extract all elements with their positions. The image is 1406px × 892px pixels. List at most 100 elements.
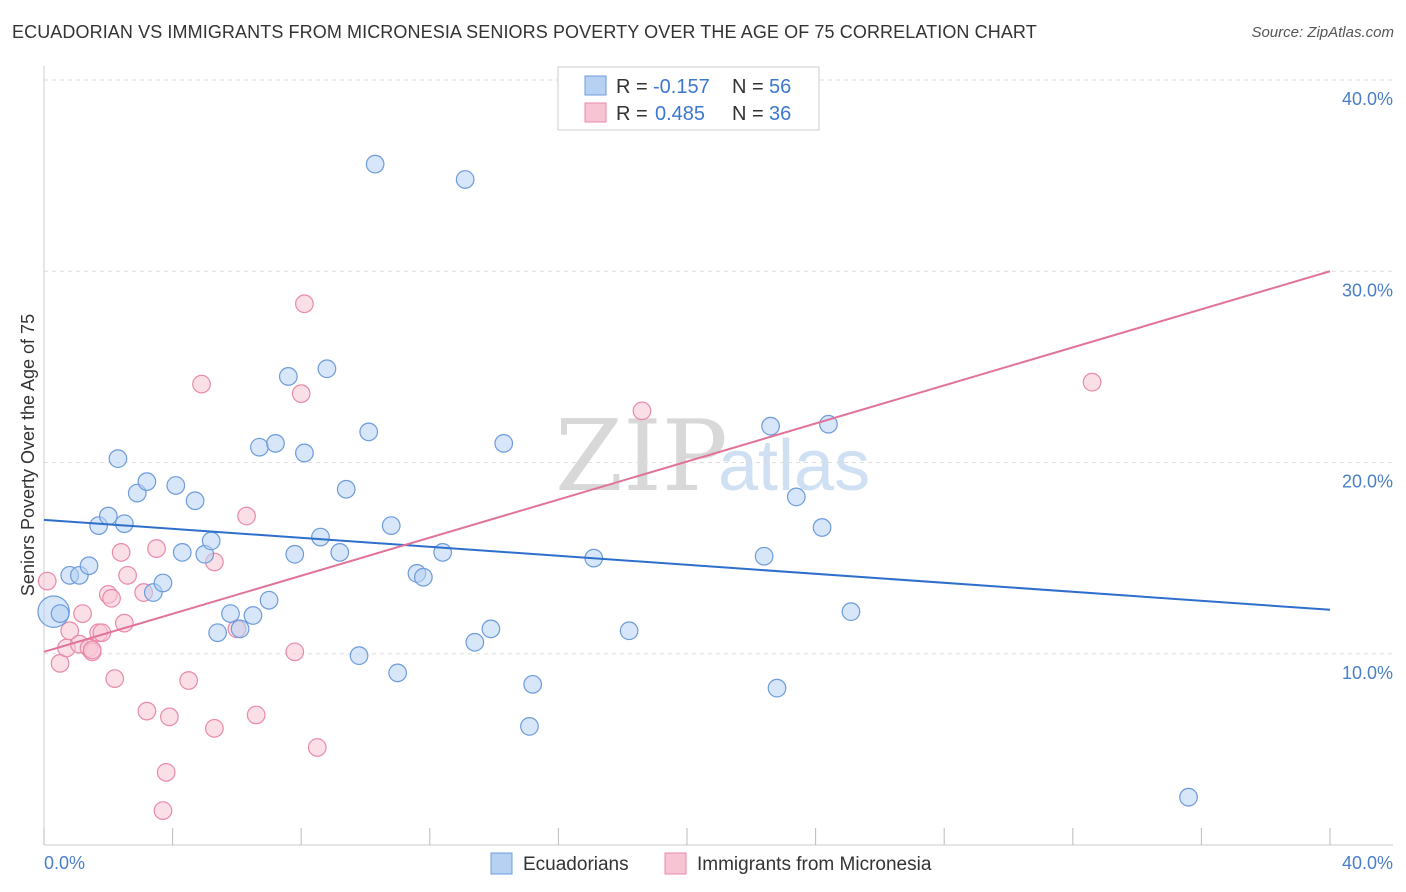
ecuadorian-point-32 xyxy=(349,646,369,666)
ecuadorian-point-1 xyxy=(50,604,70,623)
y-tick-label-1: 20.0% xyxy=(1342,472,1393,492)
ecuadorian-point-30 xyxy=(330,543,350,562)
ecuadorian-point-33 xyxy=(359,422,379,442)
y-tick-label-0: 10.0% xyxy=(1342,663,1393,683)
axes xyxy=(43,66,1393,846)
correlation-legend: R = -0.157 N = 56 R = 0.485 N = 36 xyxy=(557,66,820,131)
legend-n-value-1: 56 xyxy=(769,76,791,98)
ecuadorian-point-27 xyxy=(295,443,314,463)
trend-lines xyxy=(43,270,1331,653)
ecuadorian-point-20 xyxy=(230,619,250,639)
ecuadorian-point-51 xyxy=(786,487,806,507)
y-axis-tick-labels: 10.0% 20.0% 30.0% 40.0% xyxy=(1342,89,1393,683)
legend-n-label-2: N = xyxy=(732,103,764,125)
ecuadorian-point-4 xyxy=(79,556,99,576)
micronesia-point-15 xyxy=(118,565,137,585)
ecuadorian-point-53 xyxy=(819,414,838,434)
ecuadorian-point-36 xyxy=(388,663,408,683)
micronesia-point-21 xyxy=(160,707,179,727)
micronesia-point-22 xyxy=(179,671,199,690)
legend-swatch-ecuadorians xyxy=(584,75,607,96)
ecuadorian-point-18 xyxy=(208,623,227,643)
x-tick-label-left: 0.0% xyxy=(44,853,85,873)
y-axis-label: Seniors Poverty Over the Age of 75 xyxy=(18,314,38,596)
legend-r-value-1: -0.157 xyxy=(653,76,710,98)
micronesia-point-20 xyxy=(156,762,176,782)
trend-line-ecuadorians xyxy=(43,518,1331,611)
micronesia-point-13 xyxy=(111,543,131,562)
series-legend-label-micronesia: Immigrants from Micronesia xyxy=(697,854,932,875)
series-legend-swatch-micronesia xyxy=(664,852,687,875)
micronesia-point-12 xyxy=(105,669,125,688)
ecuadorian-point-23 xyxy=(259,590,279,610)
ecuadorian-point-19 xyxy=(221,604,240,623)
ecuadorian-point-44 xyxy=(523,674,543,694)
micronesia-point-3 xyxy=(60,621,80,641)
chart-title: ECUADORIAN VS IMMIGRANTS FROM MICRONESIA… xyxy=(12,22,1037,42)
trend-line-micronesia xyxy=(43,270,1331,653)
ecuadorian-point-26 xyxy=(285,544,305,564)
micronesia-point-5 xyxy=(73,604,92,623)
ecuadorian-point-52 xyxy=(812,518,832,537)
ecuadorian-point-24 xyxy=(266,433,285,453)
series-legend-swatch-ecuadorians xyxy=(490,852,513,875)
micronesia-point-18 xyxy=(147,539,166,558)
ecuadorian-point-12 xyxy=(153,573,173,593)
micronesia-point-32 xyxy=(307,738,327,757)
micronesia-point-33 xyxy=(632,401,652,421)
ecuadorian-point-38 xyxy=(413,567,433,587)
x-axis-ticks xyxy=(43,828,1331,845)
ecuadorian-point-29 xyxy=(317,359,337,379)
micronesia-point-25 xyxy=(205,718,224,738)
ecuadorian-point-14 xyxy=(172,543,192,562)
ecuadorian-point-34 xyxy=(365,154,385,174)
y-tick-label-2: 30.0% xyxy=(1342,280,1393,300)
source-label: Source: ZipAtlas.com xyxy=(1251,24,1394,41)
micronesia-point-31 xyxy=(295,294,314,314)
ecuadorian-point-40 xyxy=(455,170,475,189)
ecuadorian-point-21 xyxy=(243,606,263,625)
ecuadorian-point-45 xyxy=(520,717,539,736)
ecuadorian-point-43 xyxy=(494,433,514,453)
micronesia-point-30 xyxy=(291,384,311,404)
ecuadorian-point-31 xyxy=(336,479,356,499)
ecuadorian-point-48 xyxy=(754,546,774,566)
ecuadorian-point-49 xyxy=(761,416,780,436)
ecuadorian-point-25 xyxy=(278,367,298,386)
ecuadorian-point-35 xyxy=(381,516,401,535)
ecuadorian-point-6 xyxy=(98,506,118,526)
x-tick-label-right: 40.0% xyxy=(1342,853,1393,873)
ecuadorian-point-54 xyxy=(841,602,861,622)
y-tick-label-3: 40.0% xyxy=(1342,89,1393,109)
micronesia-point-35 xyxy=(82,640,102,660)
series-legend: Ecuadorians Immigrants from Micronesia xyxy=(490,852,932,875)
legend-n-label-1: N = xyxy=(732,76,764,98)
legend-r-value-2: 0.485 xyxy=(655,103,705,125)
micronesia-point-29 xyxy=(285,642,305,662)
micronesia-point-28 xyxy=(246,705,266,725)
micronesia-point-34 xyxy=(1082,372,1102,392)
ecuadorian-point-17 xyxy=(201,531,221,551)
ecuadorian-point-28 xyxy=(311,527,330,547)
series-ecuadorians-points xyxy=(37,154,1198,807)
legend-r-label-2: R = xyxy=(616,103,648,125)
ecuadorian-point-55 xyxy=(1179,787,1198,807)
ecuadorian-point-50 xyxy=(767,678,787,698)
ecuadorian-point-42 xyxy=(481,619,501,639)
micronesia-point-11 xyxy=(102,588,121,608)
micronesia-point-23 xyxy=(192,374,211,394)
ecuadorian-point-7 xyxy=(108,449,128,469)
legend-n-value-2: 36 xyxy=(769,103,791,125)
ecuadorian-point-15 xyxy=(185,491,205,511)
ecuadorian-point-8 xyxy=(114,514,134,534)
ecuadorian-point-13 xyxy=(166,476,186,495)
micronesia-point-19 xyxy=(153,801,173,820)
ecuadorian-point-22 xyxy=(250,437,269,457)
legend-r-label-1: R = xyxy=(616,76,648,98)
legend-swatch-micronesia xyxy=(584,102,607,123)
ecuadorian-point-47 xyxy=(619,621,639,641)
micronesia-point-0 xyxy=(37,571,57,591)
series-legend-label-ecuadorians: Ecuadorians xyxy=(523,854,629,875)
ecuadorian-point-10 xyxy=(137,472,157,492)
